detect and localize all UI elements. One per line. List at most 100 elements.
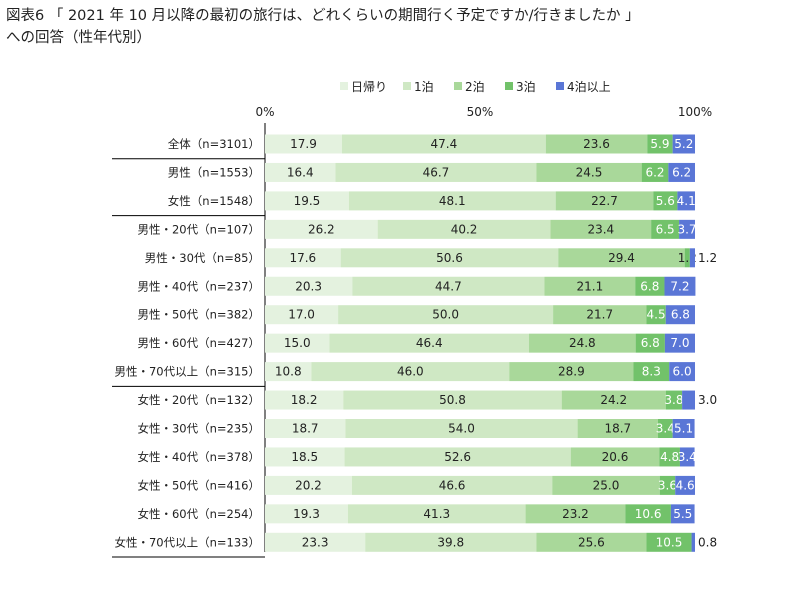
bar-r12-s0: [265, 475, 352, 495]
bar-r2-s3: [653, 191, 678, 211]
category-label-7: 男性・60代（n=427）: [137, 336, 260, 350]
bar-r12-s2: [552, 475, 660, 495]
bar-r8-s1: [311, 362, 510, 382]
bar-r2-s4: [677, 191, 695, 211]
data-label-r10-s2: 18.7: [604, 422, 631, 436]
bar-r10-s4: [672, 419, 695, 438]
bar-r1-s3: [641, 162, 669, 182]
bar-r9-s0: [265, 390, 344, 410]
bar-r8-s0: [265, 362, 312, 382]
legend-label-1: 1泊: [414, 80, 434, 94]
data-label-r0-s3: 5.9: [650, 137, 669, 151]
legend-swatch-3: [505, 82, 513, 90]
data-label-r12-s4: 4.6: [676, 478, 695, 492]
bar-r7-s4: [664, 333, 695, 353]
data-label-r6-s4: 6.8: [671, 308, 690, 322]
data-label-r7-s4: 7.0: [670, 336, 689, 350]
category-label-10: 女性・30代（n=235）: [137, 422, 260, 436]
bar-r14-s1: [365, 532, 537, 552]
legend-label-3: 3泊: [516, 80, 536, 94]
data-label-r2-s3: 5.6: [656, 194, 675, 208]
data-label-r14-s0: 23.3: [302, 535, 329, 549]
data-label-r0-s4: 5.2: [674, 137, 693, 151]
bar-r7-s3: [635, 333, 665, 353]
data-label-r6-s2: 21.7: [586, 308, 613, 322]
bar-r5-s2: [544, 276, 636, 296]
bar-r6-s1: [338, 305, 554, 325]
data-label-r12-s1: 46.6: [439, 478, 466, 492]
bar-r11-s2: [570, 447, 660, 467]
data-label-r2-s0: 19.5: [294, 194, 321, 208]
x-tick-label-0: 0%: [255, 105, 274, 119]
category-label-11: 女性・40代（n=378）: [137, 450, 260, 464]
bar-r12-s1: [351, 475, 553, 495]
data-label-r13-s3: 10.6: [635, 507, 662, 521]
bar-r13-s0: [265, 504, 348, 524]
data-label-r0-s1: 47.4: [431, 137, 458, 151]
data-label-r11-s3: 4.8: [660, 450, 679, 464]
x-tick-label-1: 50%: [467, 105, 494, 119]
bar-r2-s1: [348, 191, 556, 211]
legend-label-0: 日帰り: [351, 80, 387, 94]
data-label-r7-s3: 6.8: [641, 336, 660, 350]
category-label-5: 男性・40代（n=237）: [137, 279, 260, 293]
data-label-r11-s2: 20.6: [602, 450, 629, 464]
data-label-r4-s2: 29.4: [608, 251, 635, 265]
data-label-r11-s1: 52.6: [444, 450, 471, 464]
bar-r10-s2: [577, 419, 659, 438]
legend-label-2: 2泊: [465, 80, 485, 94]
data-label-r5-s4: 7.2: [670, 279, 689, 293]
bar-r10-s0: [265, 419, 346, 438]
data-label-r3-s4: 3.7: [677, 222, 696, 236]
bar-r5-s3: [635, 276, 665, 296]
bar-r14-s0: [265, 532, 366, 552]
data-label-r9-s2: 24.2: [600, 393, 627, 407]
bar-r3-s4: [679, 219, 695, 239]
data-label-r0-s2: 23.6: [583, 137, 610, 151]
data-label-r4-s0: 17.6: [289, 251, 316, 265]
bar-r10-s1: [345, 419, 578, 438]
bar-r3-s1: [377, 219, 551, 239]
legend-swatch-1: [403, 82, 411, 90]
category-label-8: 男性・70代以上（n=315）: [114, 365, 260, 379]
data-label-r1-s1: 46.7: [423, 165, 450, 179]
bar-r2-s2: [555, 191, 654, 211]
data-label-r12-s2: 25.0: [593, 478, 620, 492]
data-label-r8-s4: 6.0: [673, 365, 692, 379]
bar-r14-s3: [646, 532, 692, 552]
bar-r13-s1: [347, 504, 526, 524]
bar-r5-s1: [352, 276, 545, 296]
category-label-13: 女性・60代（n=254）: [137, 507, 260, 521]
legend-swatch-4: [556, 82, 564, 90]
data-label-r7-s1: 46.4: [416, 336, 443, 350]
bar-r12-s4: [675, 475, 695, 495]
bar-r4-s0: [265, 248, 341, 268]
data-label-r13-s4: 5.5: [673, 507, 692, 521]
data-label-r7-s2: 24.8: [569, 336, 596, 350]
bar-r9-s3: [665, 390, 683, 410]
bar-r8-s4: [669, 362, 695, 382]
data-label-r6-s0: 17.0: [288, 308, 315, 322]
data-label-r2-s1: 48.1: [439, 194, 466, 208]
data-label-r0-s0: 17.9: [290, 137, 317, 151]
bar-r9-s1: [343, 390, 562, 410]
data-label-r14-s4: 0.8: [698, 535, 717, 549]
bar-r6-s3: [646, 305, 666, 325]
bar-r4-s4: [689, 248, 695, 268]
bar-r8-s2: [509, 362, 634, 382]
bar-r3-s2: [550, 219, 652, 239]
data-label-r13-s0: 19.3: [293, 507, 320, 521]
bar-r0-s0: [265, 134, 342, 154]
category-label-3: 男性・20代（n=107）: [137, 222, 260, 236]
data-label-r9-s1: 50.8: [439, 393, 466, 407]
data-label-r12-s3: 3.6: [658, 478, 677, 492]
data-label-r6-s1: 50.0: [432, 308, 459, 322]
x-tick-label-2: 100%: [678, 105, 712, 119]
category-label-9: 女性・20代（n=132）: [137, 393, 260, 407]
bar-r1-s2: [536, 162, 642, 182]
data-label-r8-s3: 8.3: [642, 365, 661, 379]
bar-r7-s2: [529, 333, 636, 353]
bar-r12-s3: [659, 475, 676, 495]
category-label-1: 男性（n=1553）: [168, 165, 260, 179]
